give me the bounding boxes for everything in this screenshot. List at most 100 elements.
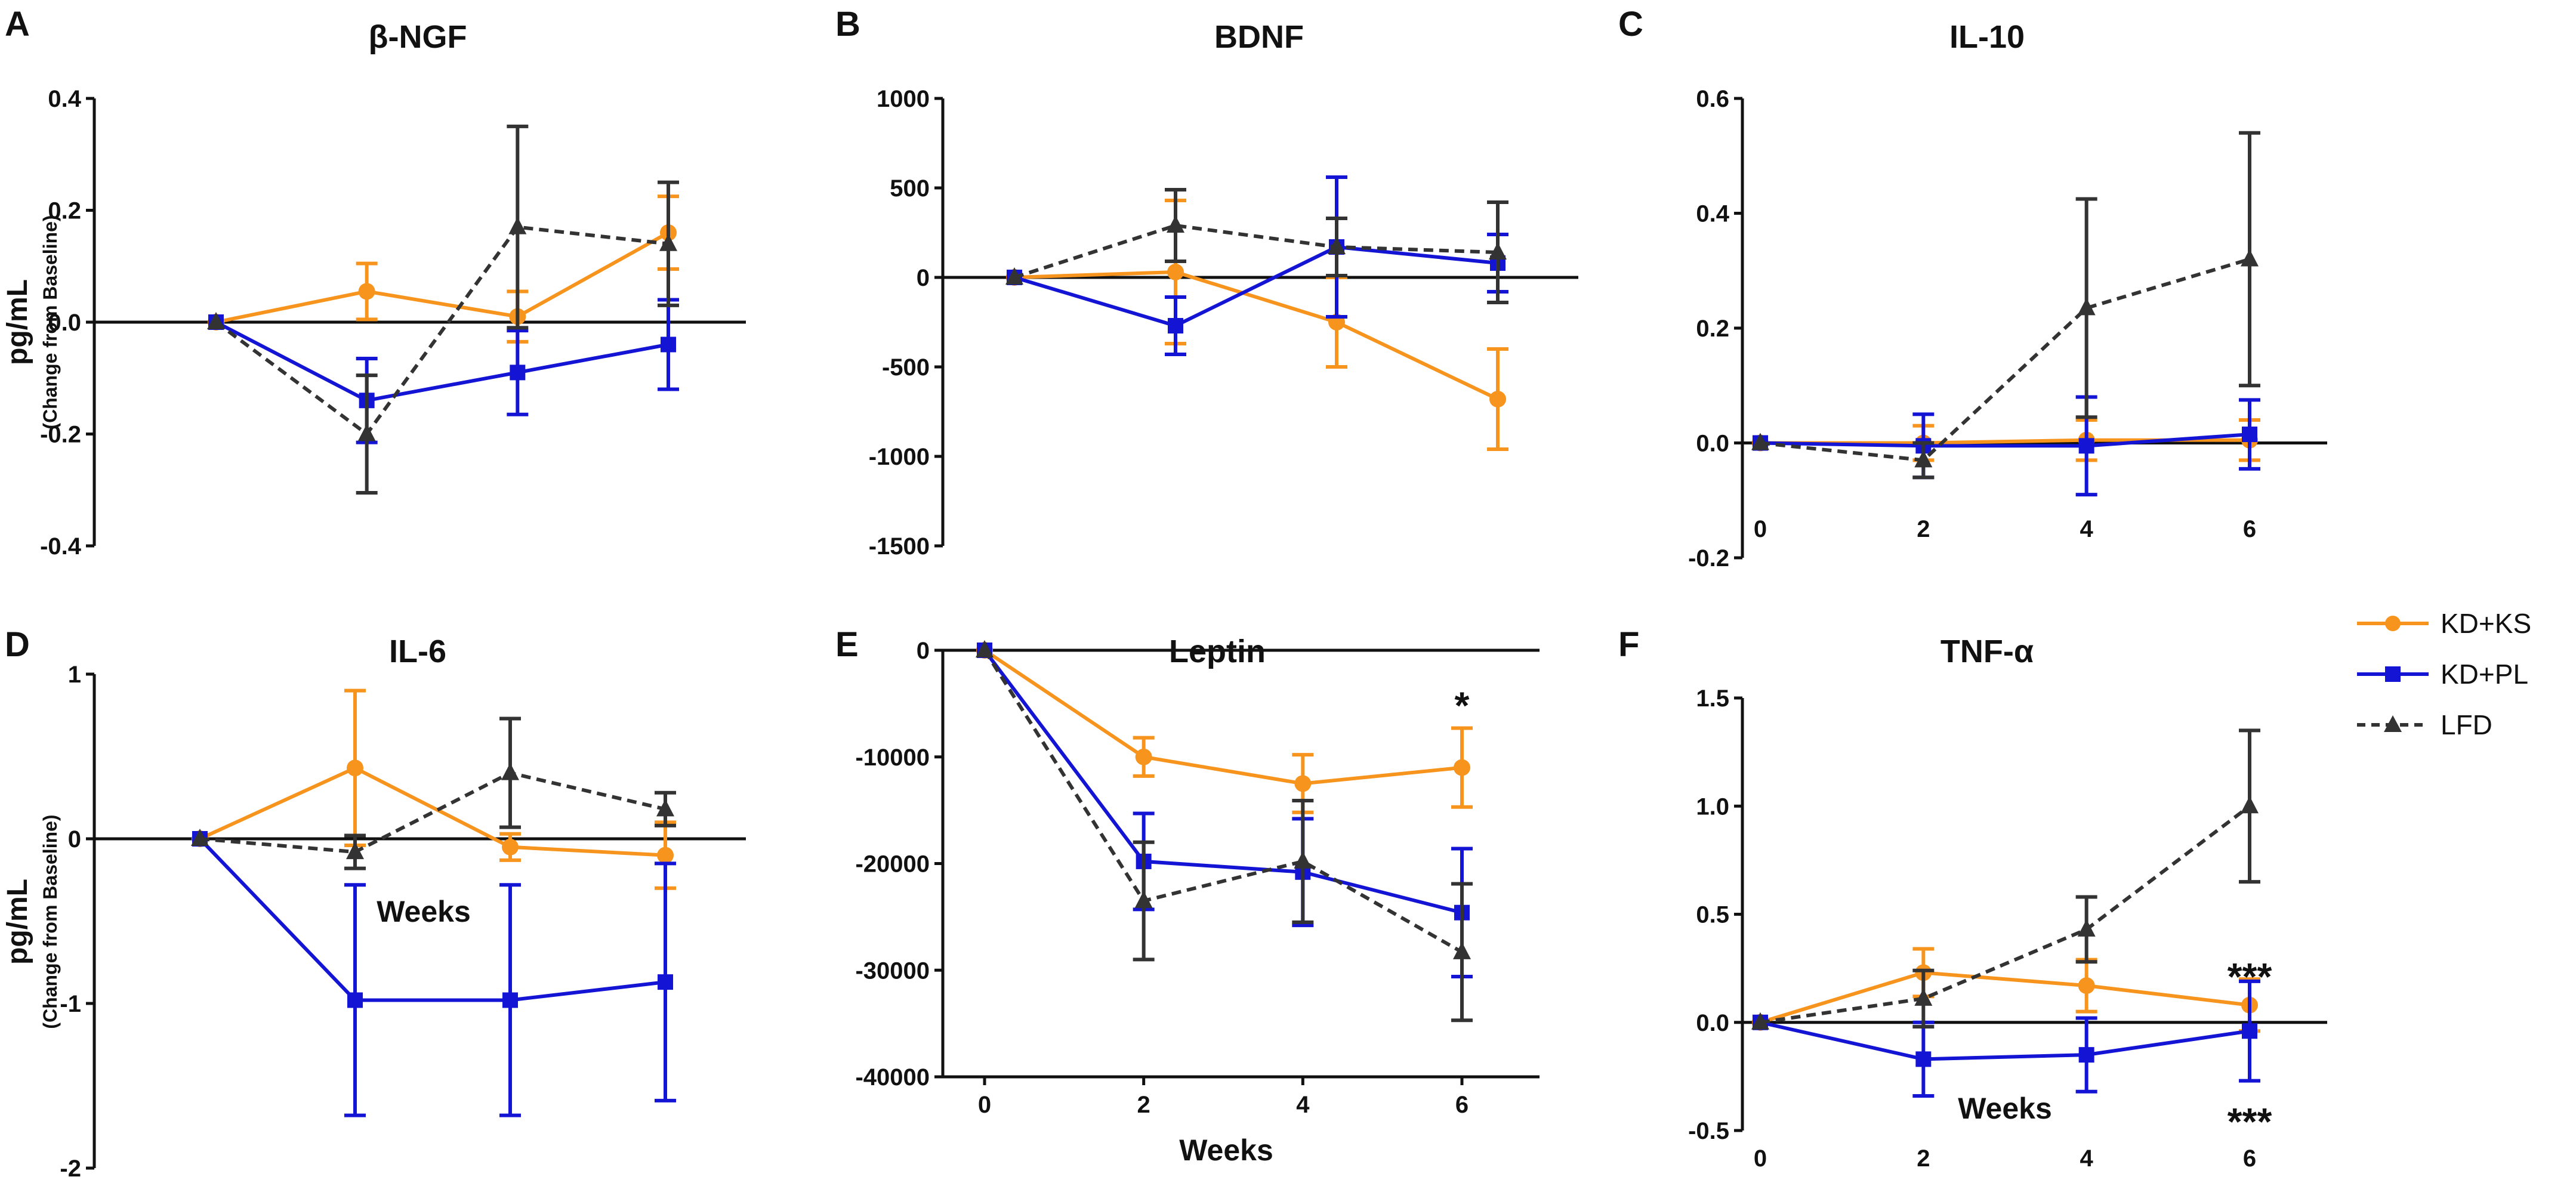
panel-letter: D bbox=[5, 625, 30, 664]
data-point bbox=[2242, 1023, 2257, 1039]
y-axis-sublabel: (Change from Baseline) bbox=[39, 215, 61, 429]
x-tick-label: 4 bbox=[1296, 1092, 1310, 1118]
legend-marker-kd-ks bbox=[2385, 616, 2401, 631]
x-tick-label: 2 bbox=[1917, 516, 1930, 542]
data-point bbox=[1489, 242, 1507, 260]
series-kd-pl bbox=[977, 643, 1473, 978]
data-point bbox=[508, 217, 527, 234]
series-kd-pl bbox=[192, 831, 676, 1117]
series-line bbox=[215, 231, 670, 324]
series-lfd bbox=[207, 124, 679, 495]
y-tick-label: 0.5 bbox=[1696, 902, 1729, 928]
significance-marker: *** bbox=[2228, 955, 2272, 998]
panel-letter: F bbox=[1618, 625, 1639, 664]
data-point bbox=[347, 759, 363, 777]
data-point bbox=[191, 829, 209, 846]
data-point bbox=[1294, 851, 1312, 869]
y-tick-label: -0.5 bbox=[1688, 1118, 1729, 1144]
y-tick-label: -30000 bbox=[855, 958, 930, 984]
x-tick-label: 6 bbox=[2243, 1145, 2256, 1172]
data-point bbox=[976, 640, 994, 657]
series-line bbox=[199, 765, 666, 857]
y-tick-label: 0.0 bbox=[1696, 1010, 1729, 1036]
data-point bbox=[1751, 433, 1769, 450]
y-tick-label: -0.2 bbox=[40, 422, 81, 448]
data-point bbox=[2077, 298, 2096, 316]
y-tick-label: 1.5 bbox=[1696, 685, 1729, 712]
data-point bbox=[2078, 438, 2094, 454]
y-tick-label: -20000 bbox=[855, 851, 930, 878]
data-point bbox=[502, 992, 518, 1008]
data-point bbox=[347, 992, 363, 1008]
significance-marker: * bbox=[1455, 684, 1470, 727]
data-point bbox=[2077, 919, 2096, 937]
x-tick-label: 6 bbox=[1455, 1092, 1469, 1118]
y-tick-label: -500 bbox=[882, 354, 930, 381]
data-point bbox=[502, 838, 519, 855]
series-line bbox=[215, 225, 669, 437]
panel-f: F TNF-α-0.50.00.51.01.50 2 4 6****** bbox=[1618, 625, 2327, 1172]
data-point bbox=[2242, 427, 2257, 443]
panel-title: BDNF bbox=[1214, 19, 1304, 55]
series-line bbox=[1760, 804, 2251, 1024]
series-line bbox=[983, 649, 1463, 954]
data-point bbox=[1167, 215, 1184, 233]
panel-title: β-NGF bbox=[369, 19, 467, 55]
series-lfd bbox=[1751, 131, 2260, 480]
y-tick-label: -0.4 bbox=[40, 533, 82, 560]
series-lfd bbox=[1751, 728, 2260, 1030]
data-point bbox=[656, 799, 674, 817]
y-tick-label: 0.2 bbox=[48, 198, 81, 224]
y-tick-label: 1000 bbox=[877, 86, 930, 112]
series-line bbox=[198, 837, 666, 1002]
data-point bbox=[207, 312, 225, 329]
panel-letter: A bbox=[5, 5, 30, 44]
data-point bbox=[510, 365, 526, 381]
y-tick-label: 1.0 bbox=[1696, 793, 1729, 820]
x-tick-label: 0 bbox=[1754, 516, 1767, 542]
panel-title: IL-6 bbox=[389, 634, 446, 669]
series-line bbox=[199, 771, 666, 854]
series-kd-pl bbox=[1007, 175, 1508, 356]
series-lfd bbox=[191, 716, 676, 870]
data-point bbox=[1168, 318, 1183, 333]
y-tick-label: -0.2 bbox=[1688, 545, 1729, 572]
data-point bbox=[1454, 759, 1470, 776]
legend-label-kd-pl: KD+PL bbox=[2441, 659, 2528, 690]
data-point bbox=[1005, 267, 1023, 285]
series-kd-pl bbox=[1753, 395, 2260, 497]
panel-title: TNF-α bbox=[1941, 634, 2034, 669]
data-point bbox=[358, 283, 375, 300]
x-tick-label: 2 bbox=[1917, 1145, 1930, 1172]
data-point bbox=[658, 974, 673, 990]
y-tick-label: 0.0 bbox=[48, 310, 81, 336]
series-line bbox=[1014, 245, 1498, 328]
series-line bbox=[1760, 971, 2250, 1024]
series-kd-ks bbox=[1752, 947, 2260, 1033]
y-tick-label: 0.6 bbox=[1696, 86, 1729, 112]
weeks-label-e: Weeks bbox=[1179, 1134, 1273, 1167]
y-axis-label: pg/mL bbox=[2, 279, 33, 365]
legend-marker-lfd bbox=[2384, 715, 2402, 732]
data-point bbox=[2078, 977, 2095, 994]
data-point bbox=[1167, 264, 1184, 280]
y-tick-label: 500 bbox=[890, 175, 930, 202]
significance-marker: *** bbox=[2228, 1100, 2272, 1143]
y-tick-label: -2 bbox=[60, 1156, 81, 1182]
y-tick-label: 1 bbox=[68, 662, 81, 688]
y-tick-label: -1 bbox=[60, 991, 81, 1017]
data-point bbox=[1135, 748, 1152, 765]
data-point bbox=[346, 842, 364, 860]
data-point bbox=[2241, 249, 2259, 267]
y-tick-label: 0.4 bbox=[1696, 201, 1729, 227]
legend-item-kd-pl: KD+PL bbox=[2357, 659, 2528, 690]
legend: KD+KS KD+PL LFD bbox=[2357, 608, 2531, 740]
series-line bbox=[1014, 223, 1498, 279]
data-point bbox=[1914, 988, 1933, 1006]
y-tick-label: 0 bbox=[68, 826, 81, 853]
y-tick-label: 0 bbox=[917, 265, 930, 291]
y-tick-label: 0.0 bbox=[1696, 431, 1729, 457]
series-line bbox=[1760, 257, 2250, 462]
y-tick-label: -10000 bbox=[855, 745, 930, 771]
